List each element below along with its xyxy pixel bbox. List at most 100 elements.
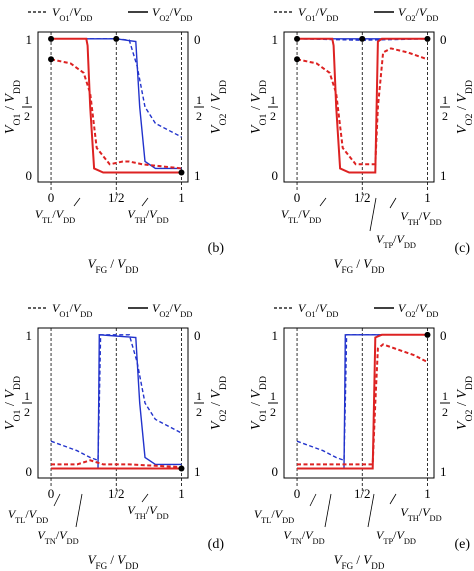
panel-label: (e) [454,537,470,552]
ytick-left-1: 1 [272,328,279,343]
series-red-dashed [297,343,428,466]
marker-label-0: VTL/VDD [35,207,75,225]
series-red-solid [297,37,428,174]
data-dot-0 [48,35,55,42]
ytick-left-half: 12 [268,389,278,419]
ytick-right-half: 12 [440,93,450,123]
xtick-1: 1 [424,190,431,205]
xlabel: VFG / VDD [334,552,385,571]
series-red-solid [51,37,182,174]
marker-leader-3 [389,493,397,505]
panel-label: (b) [208,241,225,256]
xlabel: VFG / VDD [88,552,139,571]
svg-text:1: 1 [24,389,30,403]
ylabel-right: VO2 / VDD [455,80,474,134]
marker-leader-1 [324,493,332,528]
xtick-half: 1/2 [354,486,371,501]
svg-text:2: 2 [24,109,30,123]
ytick-right-0: 0 [440,32,447,47]
xtick-0: 0 [294,486,301,501]
marker-label-0: VTL/VDD [254,507,294,525]
svg-text:1: 1 [196,389,202,403]
xtick-half: 1/2 [108,486,125,501]
legend-vo2-label: VO2/VDD [152,5,192,23]
marker-leader-0 [73,197,81,207]
ytick-right-0: 0 [194,32,201,47]
marker-leader-2 [369,197,377,232]
plot-frame [37,327,189,479]
ylabel-left: VO1 / VDD [3,80,23,134]
svg-text:1: 1 [270,93,276,107]
marker-leader-0 [319,197,327,207]
xtick-1: 1 [424,486,431,501]
marker-label-2: VTH/VDD [127,503,168,521]
svg-text:2: 2 [196,405,202,419]
ytick-left-1: 1 [26,32,33,47]
xtick-0: 0 [294,190,301,205]
marker-leader-1 [141,197,149,207]
xlabel: VFG / VDD [88,256,139,275]
plot-frame [283,31,435,183]
data-dot-2 [113,35,120,42]
data-dot-5 [424,35,431,42]
legend: VO1/VDD VO2/VDD [28,5,192,23]
ytick-left-0: 0 [272,464,279,479]
xtick-1: 1 [178,486,185,501]
ylabel-right: VO2 / VDD [209,80,229,134]
marker-leader-1 [75,493,83,528]
legend-vo1-label: VO1/VDD [52,5,92,23]
xtick-1: 1 [178,190,185,205]
data-dot-1 [294,56,301,63]
marker-leader-0 [53,493,61,507]
ytick-right-half: 12 [194,93,204,123]
ytick-left-1: 1 [26,328,33,343]
xtick-half: 1/2 [354,190,371,205]
svg-text:2: 2 [270,109,276,123]
xtick-0: 0 [48,190,55,205]
data-dot-4 [178,465,185,472]
marker-label-3: VTH/VDD [400,505,441,523]
svg-text:2: 2 [442,405,448,419]
marker-label-1: VTN/VDD [37,528,78,546]
data-dot-4 [178,169,185,176]
svg-text:2: 2 [442,109,448,123]
data-dot-0 [294,35,301,42]
ytick-right-0: 0 [194,328,201,343]
xlabel: VFG / VDD [334,256,385,275]
marker-leader-1 [389,197,397,209]
legend-vo2-label: VO2/VDD [398,301,438,319]
ytick-left-1: 1 [272,32,279,47]
ylabel-left: VO1 / VDD [3,376,23,430]
data-dot-1 [48,56,55,63]
svg-text:2: 2 [196,109,202,123]
marker-leader-2 [141,493,149,503]
ytick-right-0: 0 [440,328,447,343]
svg-text:1: 1 [270,389,276,403]
marker-leader-0 [309,493,317,507]
panel-label: (d) [208,537,225,552]
ytick-left-half: 12 [268,93,278,123]
legend-vo1-label: VO1/VDD [52,301,92,319]
marker-label-0: VTL/VDD [8,507,48,525]
ytick-left-0: 0 [26,168,33,183]
ytick-left-half: 12 [22,93,32,123]
data-dot-5 [424,331,431,338]
ytick-right-1: 1 [194,168,201,183]
ytick-right-1: 1 [440,464,447,479]
series-red-dashed [296,47,428,166]
legend: VO1/VDD VO2/VDD [28,301,192,319]
xtick-0: 0 [48,486,55,501]
xtick-half: 1/2 [108,190,125,205]
plot-frame [283,327,435,479]
ylabel-left: VO1 / VDD [249,80,269,134]
marker-label-2: VTP/VDD [376,528,416,546]
data-dot-2 [359,35,366,42]
ytick-right-half: 12 [440,389,450,419]
plot-frame [37,31,189,183]
ytick-left-half: 12 [22,389,32,419]
marker-leader-2 [367,493,375,528]
legend: VO1/VDD VO2/VDD [274,301,438,319]
